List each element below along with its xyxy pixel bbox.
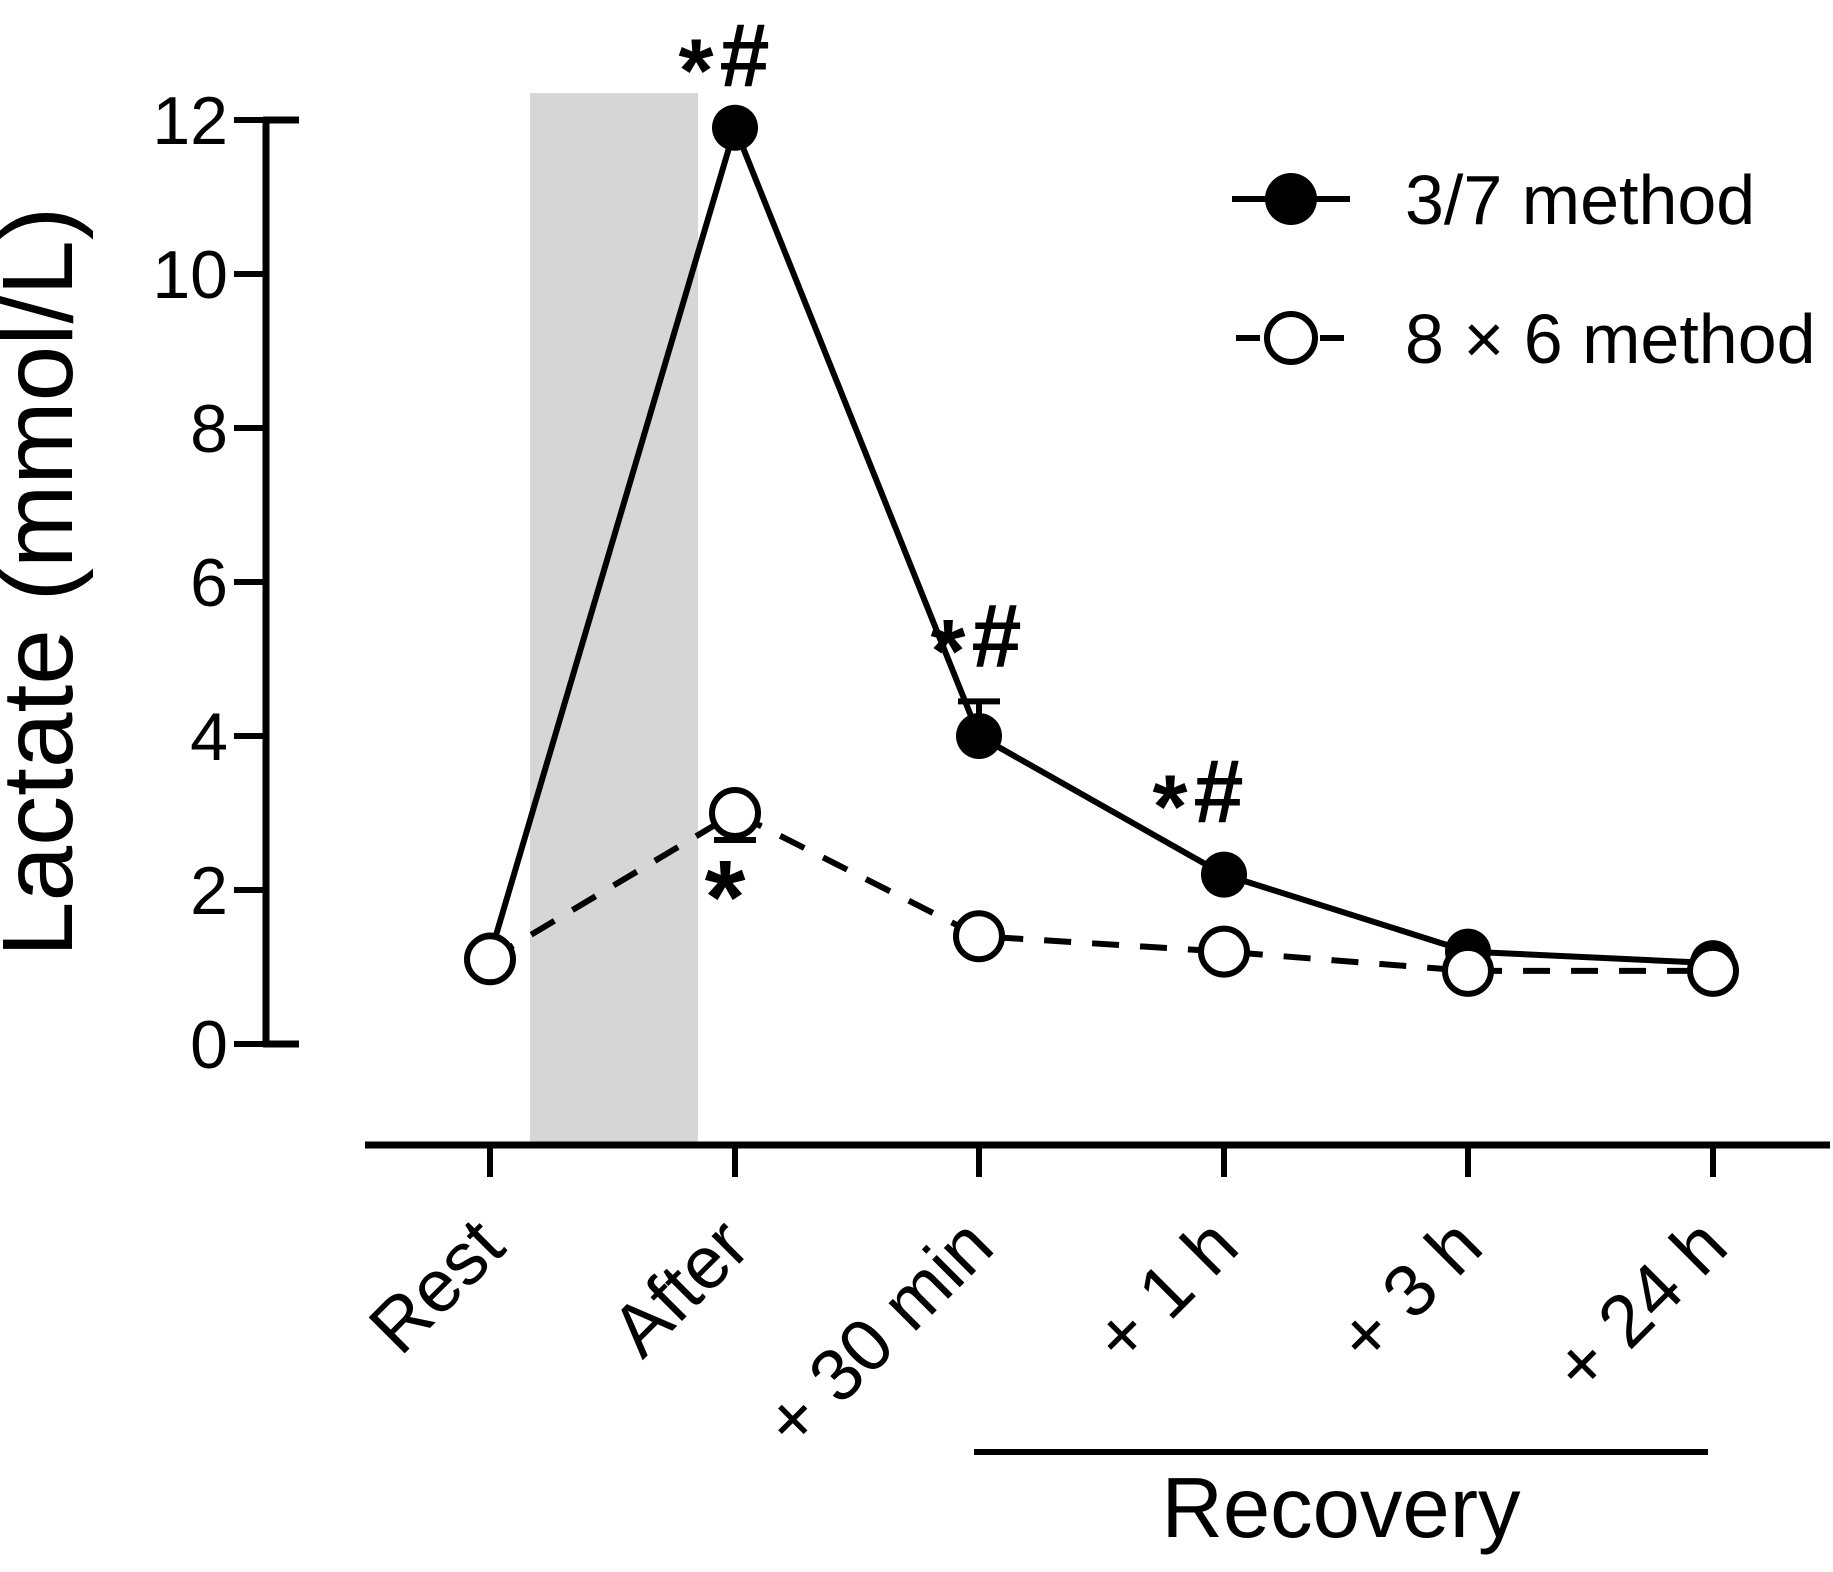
y-axis-title: Lactate (mmol/L) <box>0 207 94 957</box>
data-point-8x6-method <box>1442 944 1494 997</box>
y-tick-label: 10 <box>152 237 228 313</box>
legend-marker-open-circle <box>1264 311 1318 365</box>
y-tick-label: 8 <box>190 391 228 467</box>
y-tick-label: 4 <box>190 699 228 775</box>
y-tick-label: 2 <box>190 853 228 929</box>
x-tick-label: + 3 h <box>1321 1203 1498 1380</box>
data-point-3-7-method <box>956 713 1002 759</box>
x-tick-label: Rest <box>353 1202 520 1369</box>
significance-annotation: * <box>705 839 746 956</box>
series-line-3-7-method <box>487 124 1714 967</box>
data-point-8x6-method <box>709 787 761 839</box>
significance-annotation: *# <box>930 587 1027 702</box>
y-tick-label: 12 <box>152 83 228 159</box>
data-point-8x6-method <box>464 933 516 986</box>
x-tick-label: + 24 h <box>1537 1203 1743 1409</box>
data-point-8x6-method <box>1687 944 1739 997</box>
series-line-8x6-method <box>488 810 1713 974</box>
x-tick-label: + 1 h <box>1077 1203 1254 1380</box>
significance-annotation: *# <box>1152 743 1249 858</box>
significance-annotation: *# <box>678 7 775 122</box>
legend-marker-filled-circle <box>1265 173 1317 225</box>
x-tick-label: After <box>595 1203 764 1372</box>
y-tick-label: 0 <box>190 1007 228 1083</box>
legend-label-3-7-method: 3/7 method <box>1405 161 1755 239</box>
data-point-3-7-method <box>712 104 758 151</box>
data-point-3-7-method <box>1201 851 1247 898</box>
data-point-8x6-method <box>1198 925 1250 978</box>
y-tick-label: 6 <box>190 545 228 621</box>
recovery-label: Recovery <box>1161 1461 1521 1556</box>
x-tick-label: + 30 min <box>747 1203 1008 1464</box>
data-point-8x6-method <box>953 910 1005 963</box>
legend-label-8x6-method: 8 × 6 method <box>1405 300 1816 378</box>
exercise-shaded-band <box>530 93 698 1145</box>
